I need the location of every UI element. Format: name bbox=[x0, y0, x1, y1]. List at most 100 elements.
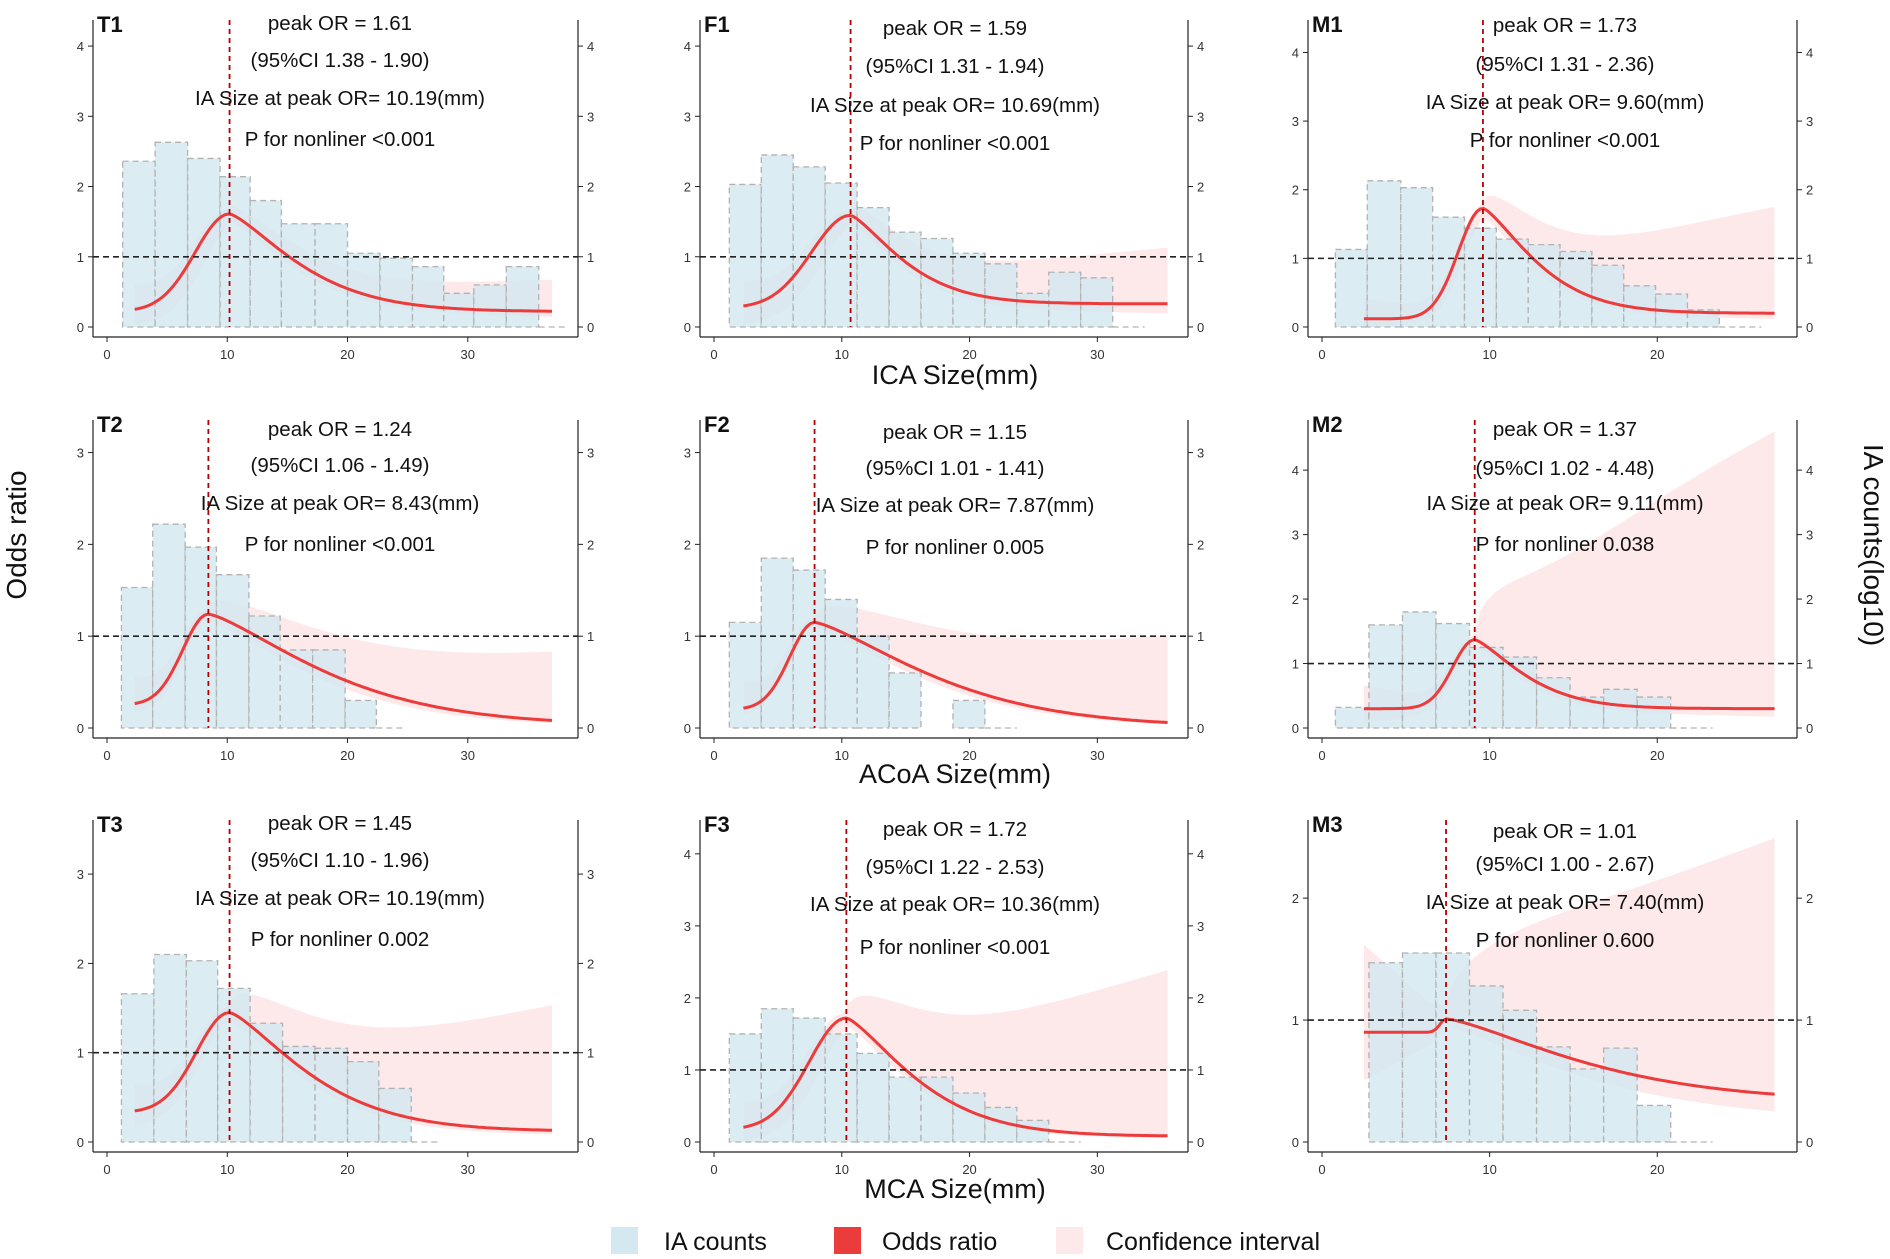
ytick-label-left-t3-2: 2 bbox=[77, 956, 84, 971]
ytick-label-right-t2-0: 0 bbox=[587, 721, 594, 736]
xtick-label-m2-10: 10 bbox=[1482, 748, 1496, 763]
hist-bar-t2-0 bbox=[120, 586, 154, 729]
hist-bar-m2-0 bbox=[1334, 706, 1370, 729]
ytick-label-left-t1-3: 3 bbox=[77, 109, 84, 124]
ytick-label-right-m2-4: 4 bbox=[1806, 463, 1813, 478]
ytick-label-left-t3-1: 1 bbox=[77, 1046, 84, 1061]
hist-bar-f2-6 bbox=[952, 699, 986, 729]
hist-bar-t2-5 bbox=[279, 649, 314, 729]
panel-label-f2: F2 bbox=[704, 412, 730, 437]
ytick-label-left-f1-1: 1 bbox=[684, 250, 691, 265]
annotation-f1-1: (95%CI 1.31 - 1.94) bbox=[866, 55, 1045, 78]
hist-bar-t2-1 bbox=[152, 523, 186, 729]
hist-bar-t2-6 bbox=[311, 649, 346, 729]
ytick-label-right-f2-3: 3 bbox=[1197, 446, 1204, 461]
xtick-label-f2-10: 10 bbox=[835, 748, 849, 763]
or-curve-t2 bbox=[134, 612, 553, 722]
annotation-t3-2: IA Size at peak OR= 10.19(mm) bbox=[195, 887, 485, 910]
hist-bar-m2-8 bbox=[1602, 688, 1638, 729]
annotation-f3-2: IA Size at peak OR= 10.36(mm) bbox=[810, 893, 1100, 916]
annotation-f3-3: P for nonliner <0.001 bbox=[860, 936, 1051, 959]
xtick-label-f2-0: 0 bbox=[710, 748, 717, 763]
ytick-label-right-f1-2: 2 bbox=[1197, 180, 1204, 195]
ytick-label-right-t3-0: 0 bbox=[587, 1135, 594, 1150]
hist-bar-t1-8 bbox=[379, 257, 414, 328]
xtick-label-f3-20: 20 bbox=[962, 1162, 976, 1177]
annotation-m3-1: (95%CI 1.00 - 2.67) bbox=[1476, 853, 1655, 876]
xtick-label-f1-10: 10 bbox=[835, 347, 849, 362]
hist-bar-f2-2 bbox=[792, 569, 826, 729]
y-axis-label-left: Odds ratio bbox=[1, 470, 32, 599]
xtick-label-m2-0: 0 bbox=[1318, 748, 1325, 763]
xtick-label-m3-10: 10 bbox=[1482, 1162, 1496, 1177]
legend-swatch-odds-ratio bbox=[834, 1227, 861, 1254]
ytick-label-left-t3-0: 0 bbox=[77, 1135, 84, 1150]
panel-f1: 0 0 1 1 2 2 3 3 4 4 0 10 20 30 F1 peak OR = 1.59 (95%CI … bbox=[684, 12, 1204, 362]
ytick-label-right-m2-2: 2 bbox=[1806, 592, 1813, 607]
ytick-label-right-t1-1: 1 bbox=[587, 250, 594, 265]
hist-bar-f1-5 bbox=[888, 231, 922, 328]
hist-bar-t3-4 bbox=[249, 1022, 284, 1143]
hist-bar-t3-1 bbox=[153, 953, 188, 1143]
annotation-t3-3: P for nonliner 0.002 bbox=[251, 928, 430, 951]
panel-label-f3: F3 bbox=[704, 812, 730, 837]
hist-bar-m1-2 bbox=[1400, 187, 1434, 328]
ytick-label-right-m2-0: 0 bbox=[1806, 721, 1813, 736]
annotation-f2-3: P for nonliner 0.005 bbox=[866, 536, 1045, 559]
hist-bar-t1-4 bbox=[249, 199, 283, 328]
ytick-label-right-m3-1: 1 bbox=[1806, 1013, 1813, 1028]
ytick-label-right-m2-3: 3 bbox=[1806, 528, 1813, 543]
hist-bar-m2-2 bbox=[1401, 611, 1437, 729]
hist-bar-t3-5 bbox=[281, 1045, 316, 1143]
ytick-label-left-m2-0: 0 bbox=[1292, 721, 1299, 736]
panel-m1: 0 0 1 1 2 2 3 3 4 4 0 10 20 M1 peak OR = 1.73 (95%CI 1.… bbox=[1292, 12, 1813, 362]
panel-label-m3: M3 bbox=[1312, 812, 1343, 837]
xtick-label-m2-20: 20 bbox=[1650, 748, 1664, 763]
ytick-label-right-t1-4: 4 bbox=[587, 39, 594, 54]
ci-band-m3 bbox=[1363, 838, 1775, 1112]
hist-bar-m1-5 bbox=[1495, 238, 1529, 328]
hist-bar-m3-5 bbox=[1535, 1046, 1571, 1143]
legend-label-confidence-interval: Confidence interval bbox=[1106, 1228, 1320, 1256]
or-curve-m1 bbox=[1363, 206, 1775, 321]
annotation-m1-2: IA Size at peak OR= 9.60(mm) bbox=[1426, 91, 1705, 114]
hist-bar-t2-7 bbox=[344, 699, 378, 729]
hist-bar-f2-3 bbox=[824, 598, 858, 729]
hist-bar-t1-9 bbox=[411, 265, 445, 328]
ytick-label-left-m3-1: 1 bbox=[1292, 1013, 1299, 1028]
ytick-label-right-f3-3: 3 bbox=[1197, 919, 1204, 934]
ytick-label-left-m1-2: 2 bbox=[1292, 183, 1299, 198]
hist-bar-f1-8 bbox=[984, 263, 1018, 328]
hist-bar-m2-3 bbox=[1435, 622, 1471, 729]
ytick-label-right-m1-0: 0 bbox=[1806, 320, 1813, 335]
ytick-label-left-m2-1: 1 bbox=[1292, 657, 1299, 672]
ytick-label-left-t2-3: 3 bbox=[77, 446, 84, 461]
hist-bar-f1-3 bbox=[824, 182, 858, 328]
legend-swatch-confidence-interval bbox=[1056, 1227, 1083, 1254]
hist-bar-t1-1 bbox=[154, 141, 189, 328]
ytick-label-left-m2-4: 4 bbox=[1292, 463, 1299, 478]
hist-bar-m2-5 bbox=[1502, 656, 1538, 729]
hist-bar-m3-4 bbox=[1502, 1009, 1538, 1143]
annotation-t2-1: (95%CI 1.06 - 1.49) bbox=[251, 454, 430, 477]
ytick-label-left-f2-2: 2 bbox=[684, 537, 691, 552]
hist-bar-t3-0 bbox=[120, 993, 155, 1143]
annotation-t2-0: peak OR = 1.24 bbox=[268, 418, 412, 441]
ytick-label-right-t2-1: 1 bbox=[587, 629, 594, 644]
hist-bar-t3-3 bbox=[216, 987, 251, 1143]
hist-bar-m3-8 bbox=[1636, 1104, 1672, 1143]
hist-bar-m2-4 bbox=[1468, 646, 1504, 729]
hist-bar-m3-7 bbox=[1602, 1047, 1638, 1143]
hist-bar-t1-3 bbox=[219, 176, 251, 328]
xtick-label-t2-20: 20 bbox=[340, 748, 354, 763]
hist-bar-f3-5 bbox=[888, 1076, 922, 1143]
ytick-label-left-t3-3: 3 bbox=[77, 867, 84, 882]
hist-bar-f2-0 bbox=[728, 621, 762, 729]
ytick-label-left-f3-1: 1 bbox=[684, 1063, 691, 1078]
annotation-t3-1: (95%CI 1.10 - 1.96) bbox=[251, 849, 430, 872]
panel-label-m1: M1 bbox=[1312, 12, 1343, 37]
ytick-label-left-m3-0: 0 bbox=[1292, 1135, 1299, 1150]
hist-bar-m1-3 bbox=[1431, 216, 1466, 328]
